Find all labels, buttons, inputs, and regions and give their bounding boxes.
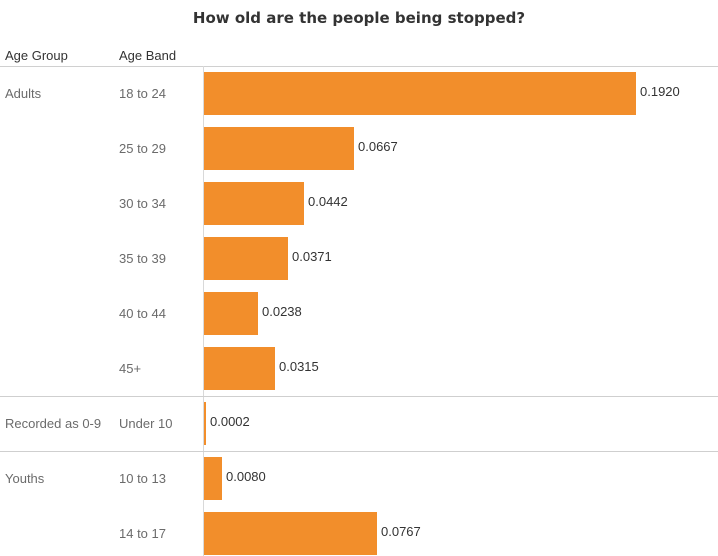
value-label: 0.0767 (381, 523, 421, 539)
group-label: Adults (5, 86, 42, 101)
bar[interactable] (204, 457, 222, 500)
age-group-header: Age Group (5, 48, 68, 63)
axis-line (203, 66, 204, 556)
header-divider (0, 66, 718, 67)
bar[interactable] (204, 72, 636, 115)
value-label: 0.1920 (640, 83, 680, 99)
bar[interactable] (204, 127, 354, 170)
group-label: Youths (5, 471, 45, 486)
value-label: 0.0667 (358, 138, 398, 154)
band-label: 14 to 17 (119, 525, 166, 541)
age-band-header: Age Band (119, 48, 177, 63)
band-label: 45+ (119, 360, 142, 376)
value-label: 0.0238 (262, 303, 302, 319)
band-label: 40 to 44 (119, 305, 166, 321)
bar[interactable] (204, 512, 377, 555)
value-label: 0.0442 (308, 193, 348, 209)
value-label: 0.0315 (279, 358, 319, 374)
band-label: 30 to 34 (119, 195, 166, 211)
band-label: 10 to 13 (119, 470, 166, 486)
band-label: 25 to 29 (119, 140, 166, 156)
bar[interactable] (204, 402, 206, 445)
band-label: Under 10 (119, 415, 173, 431)
group-label: Recorded as 0-9 (5, 416, 102, 431)
group-separator (0, 396, 718, 397)
value-label: 0.0371 (292, 248, 332, 264)
bar[interactable] (204, 182, 304, 225)
value-label: 0.0002 (210, 413, 250, 429)
chart-title: How old are the people being stopped? (192, 9, 526, 27)
band-label: 18 to 24 (119, 85, 166, 101)
bar[interactable] (204, 347, 275, 390)
group-separator (0, 451, 718, 452)
bar[interactable] (204, 237, 288, 280)
band-label: 35 to 39 (119, 250, 166, 266)
value-label: 0.0080 (226, 468, 266, 484)
bar[interactable] (204, 292, 258, 335)
